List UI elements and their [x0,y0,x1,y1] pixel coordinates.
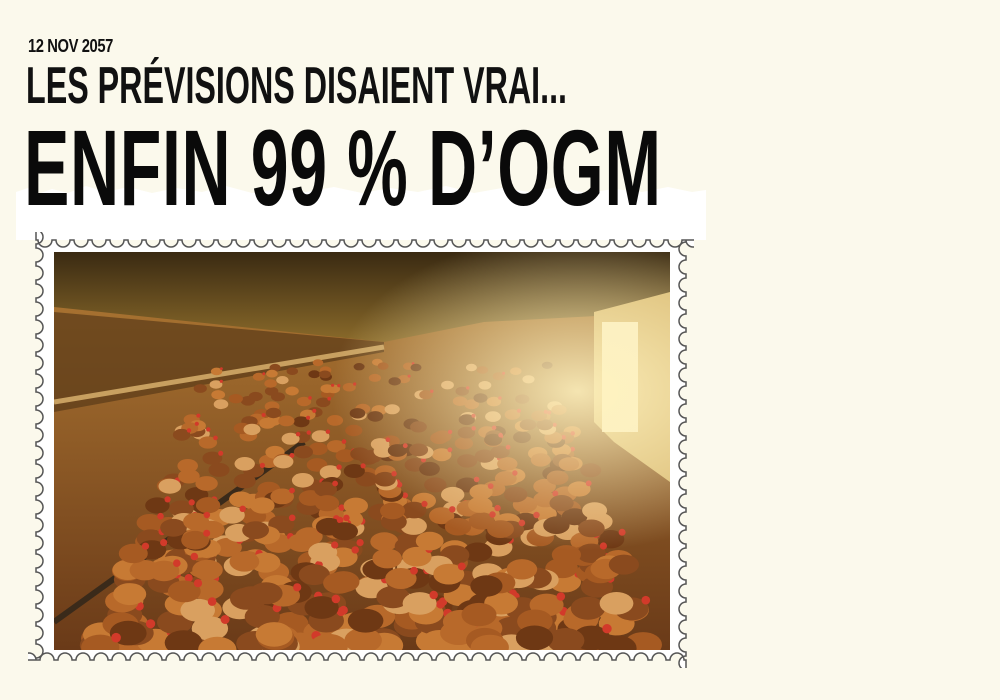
torn-paper-strip [16,186,706,240]
subtitle-headline: LES PRÉVISIONS DISAIENT VRAI... [26,57,568,115]
photo-illustration [54,252,670,650]
date-label: 12 NOV 2057 [28,36,113,56]
chicken-farm-photo [54,252,670,650]
main-headline: ENFIN 99 % D’OGM [24,107,662,228]
